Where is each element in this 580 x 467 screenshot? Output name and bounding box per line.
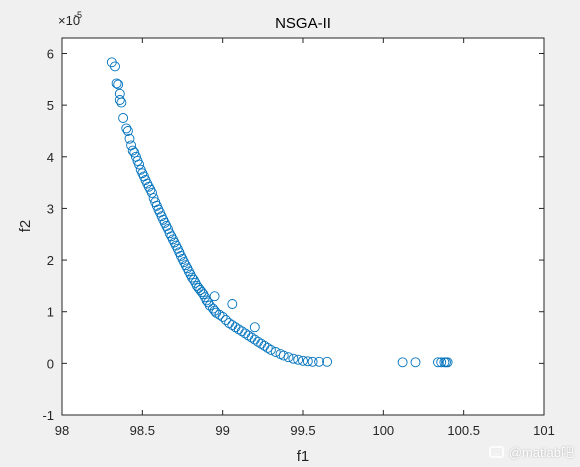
data-point (158, 214, 169, 225)
y-ticks: -1 0 1 2 3 4 5 6 (42, 46, 544, 423)
y-exponent-base: ×10 (58, 13, 80, 28)
y-tick-label: 2 (47, 253, 54, 268)
data-point (214, 309, 225, 320)
data-points (106, 57, 453, 368)
data-point (116, 97, 127, 108)
tieba-logo-icon (488, 445, 504, 458)
data-point (159, 217, 170, 228)
data-point (142, 178, 153, 189)
data-point (270, 347, 281, 357)
data-point (200, 292, 210, 303)
data-point (167, 234, 178, 245)
data-point (203, 297, 214, 308)
data-point (227, 299, 238, 309)
x-ticks: 98 98.5 99 99.5 100 100.5 101 (55, 38, 555, 438)
data-point (177, 254, 188, 264)
watermark: @matlab吧 (488, 442, 574, 461)
data-point (190, 277, 201, 288)
x-tick-label: 100 (372, 423, 394, 438)
chart-title: NSGA-II (275, 15, 331, 32)
data-point (433, 357, 443, 368)
data-point (134, 159, 145, 170)
x-tick-label: 98 (55, 423, 69, 438)
data-point (179, 257, 190, 268)
data-point (129, 147, 140, 158)
y-tick-label: 1 (47, 305, 54, 320)
data-point (122, 126, 133, 136)
data-point (169, 237, 180, 248)
data-point (147, 187, 157, 198)
data-point (185, 269, 196, 280)
y-tick-label: -1 (42, 408, 54, 423)
data-point (137, 168, 148, 179)
data-point (314, 356, 325, 367)
x-tick-label: 98.5 (130, 423, 155, 438)
data-point (171, 240, 182, 251)
data-point (436, 357, 447, 368)
data-point (198, 289, 209, 300)
y-tick-label: 3 (47, 201, 54, 216)
y-tick-label: 5 (47, 98, 54, 113)
plot-area (61, 37, 545, 416)
data-point (201, 295, 212, 306)
data-point (118, 113, 129, 123)
x-tick-label: 101 (533, 423, 555, 438)
data-point (113, 79, 124, 90)
data-point (442, 357, 453, 368)
data-point (217, 311, 228, 322)
data-point (166, 231, 177, 242)
data-point (410, 357, 421, 368)
data-point (164, 228, 175, 239)
data-point (124, 133, 135, 144)
data-point (161, 221, 172, 231)
data-point (278, 350, 289, 361)
data-point (182, 263, 193, 274)
y-axis-label: f2 (17, 220, 34, 233)
y-tick-label: 6 (47, 46, 54, 61)
data-point (183, 266, 194, 277)
data-point (209, 291, 220, 302)
data-point (249, 322, 260, 333)
data-point (265, 344, 276, 355)
data-point (175, 250, 186, 261)
x-tick-label: 100.5 (447, 423, 480, 438)
data-point (283, 352, 294, 363)
data-point (188, 274, 199, 285)
data-point (126, 140, 137, 151)
data-point (143, 181, 154, 192)
data-point (111, 78, 122, 89)
x-tick-label: 99 (215, 423, 229, 438)
watermark-text: @matlab吧 (508, 445, 574, 460)
data-point (145, 184, 156, 195)
y-exponent-label: ×10 -5 (58, 10, 82, 28)
data-point (262, 342, 273, 353)
data-point (114, 95, 125, 105)
data-point (121, 123, 132, 134)
y-exponent-power: -5 (74, 10, 82, 20)
data-point (220, 315, 231, 325)
data-point (322, 356, 333, 367)
data-point (127, 145, 138, 156)
data-point (293, 354, 304, 365)
x-tick-label: 99.5 (290, 423, 315, 438)
data-point (397, 357, 408, 368)
data-point (180, 260, 191, 271)
data-point (302, 356, 313, 367)
data-point (163, 224, 173, 235)
data-point (153, 204, 164, 215)
data-point (298, 355, 308, 366)
data-point (288, 353, 299, 364)
x-axis-label: f1 (297, 448, 310, 465)
data-point (196, 287, 207, 298)
data-point (110, 61, 120, 72)
y-tick-label: 0 (47, 356, 54, 371)
data-point (307, 356, 318, 367)
data-point (187, 272, 198, 283)
y-tick-label: 4 (47, 150, 54, 165)
